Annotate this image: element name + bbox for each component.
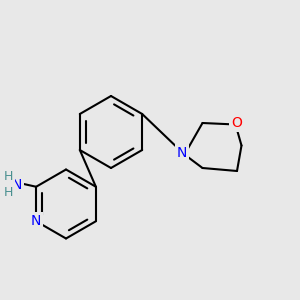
- Text: H: H: [4, 170, 13, 183]
- Text: N: N: [11, 178, 22, 192]
- Text: O: O: [232, 116, 242, 130]
- Text: N: N: [31, 214, 41, 228]
- Text: N: N: [177, 146, 187, 160]
- Text: H: H: [4, 186, 13, 199]
